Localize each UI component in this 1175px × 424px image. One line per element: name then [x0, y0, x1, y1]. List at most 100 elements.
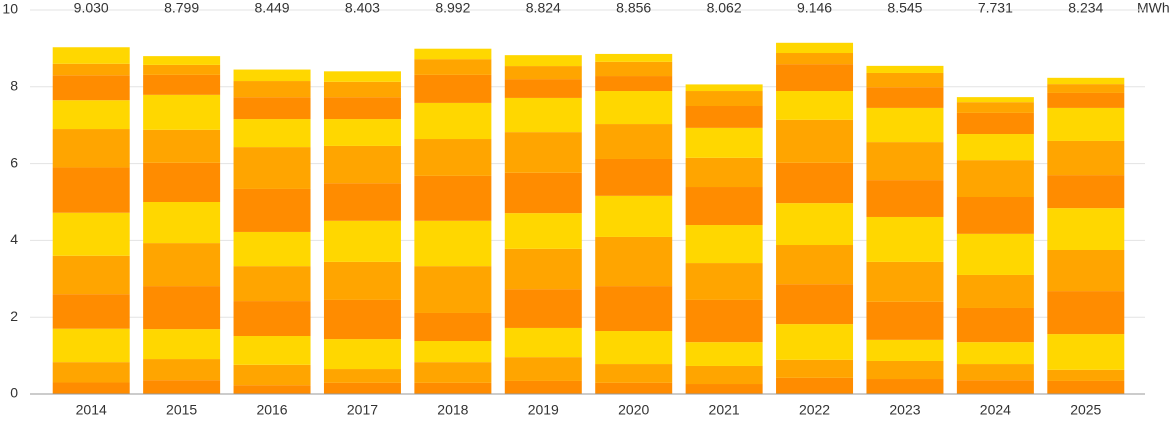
bar-segment [323, 369, 401, 383]
bar-segment [233, 336, 311, 365]
bar-segment [504, 172, 582, 214]
y-tick-label: 4 [10, 231, 18, 247]
bar-segment [414, 362, 492, 383]
y-axis-unit: MWh [1137, 0, 1170, 16]
x-tick-label: 2025 [1070, 402, 1101, 418]
bar-segment [776, 245, 854, 285]
bar-segment [143, 359, 221, 381]
bar-segment [685, 365, 763, 385]
bar-segment [866, 216, 944, 262]
bar-segment [685, 84, 763, 92]
bar-segment [685, 299, 763, 343]
bar-segment [776, 377, 854, 394]
x-tick-label: 2015 [166, 402, 197, 418]
bar-segment [504, 357, 582, 381]
bar-segment [233, 188, 311, 232]
bar-segment [414, 266, 492, 313]
bar-segment [685, 187, 763, 226]
bar-segment [52, 362, 130, 383]
total-label: 8.824 [526, 0, 561, 16]
bar-segment [595, 61, 673, 77]
bar-segment [776, 91, 854, 120]
bar-segment [956, 380, 1034, 394]
bar-segment [956, 97, 1034, 103]
bar-segment [504, 55, 582, 67]
bar-segment [866, 142, 944, 181]
y-tick-label: 10 [2, 1, 18, 17]
bar-segment [1047, 77, 1125, 85]
bar-segment [414, 48, 492, 60]
bar-segment [685, 127, 763, 158]
bar-segment [52, 167, 130, 213]
bar-segment [776, 119, 854, 163]
bar-segment [866, 180, 944, 217]
bar-segment [866, 339, 944, 361]
bar-segment [52, 100, 130, 130]
bar-segment [414, 139, 492, 176]
bar-segment [776, 64, 854, 92]
bar-segment [233, 385, 311, 394]
total-label: 8.449 [255, 0, 290, 16]
bar-segment [685, 342, 763, 366]
bar-segment [595, 364, 673, 383]
bar-segment [685, 106, 763, 128]
bar-segment [595, 91, 673, 125]
bar-segment [504, 79, 582, 98]
bar-segment [504, 132, 582, 173]
bar-segment [143, 74, 221, 95]
bar-segment [1047, 92, 1125, 108]
bar-segment [414, 220, 492, 267]
x-tick-label: 2022 [799, 402, 830, 418]
bar-segment [866, 360, 944, 380]
x-tick-label: 2023 [889, 402, 920, 418]
bar-segment [233, 266, 311, 302]
bar-segment [956, 102, 1034, 113]
bar-segment [323, 183, 401, 221]
bar-segment [956, 112, 1034, 135]
bar-segment [866, 301, 944, 340]
bar-segment [956, 233, 1034, 275]
bar-segment [143, 64, 221, 75]
bar-segment [504, 327, 582, 358]
bar-segment [1047, 380, 1125, 394]
bar-segment [956, 342, 1034, 365]
bar-segment [52, 328, 130, 363]
bar-segment [52, 47, 130, 64]
total-label: 8.545 [887, 0, 922, 16]
bar-segment [143, 243, 221, 287]
total-label: 8.234 [1068, 0, 1103, 16]
bar-segment [685, 157, 763, 188]
bar-segment [323, 339, 401, 370]
bar-segment [685, 225, 763, 264]
bar-segment [956, 134, 1034, 161]
bar-segment [233, 301, 311, 337]
bar-segment [52, 382, 130, 394]
total-label: 9.146 [797, 0, 832, 16]
bar-segment [143, 202, 221, 244]
bar-segment [504, 213, 582, 249]
bar-segment [956, 274, 1034, 308]
bar-segment [776, 359, 854, 378]
bar-segment [323, 220, 401, 262]
bar-segment [504, 289, 582, 328]
total-label: 8.062 [707, 0, 742, 16]
bar-segment [504, 97, 582, 133]
bar-segment [1047, 84, 1125, 93]
x-tick-label: 2020 [618, 402, 649, 418]
total-label: 8.856 [616, 0, 651, 16]
bar-segment [504, 66, 582, 80]
x-tick-label: 2024 [980, 402, 1011, 418]
bar-segment [866, 261, 944, 302]
total-label: 8.403 [345, 0, 380, 16]
bar-segment [595, 286, 673, 332]
bar-segment [143, 329, 221, 360]
bar-segment [595, 382, 673, 394]
bar-segment [595, 236, 673, 287]
bar-segment [776, 284, 854, 325]
bar-segment [866, 107, 944, 143]
bar-segment [52, 255, 130, 295]
bar-segment [1047, 250, 1125, 292]
bar-segment [143, 380, 221, 394]
bar-segment [233, 147, 311, 189]
bar-segment [414, 74, 492, 103]
